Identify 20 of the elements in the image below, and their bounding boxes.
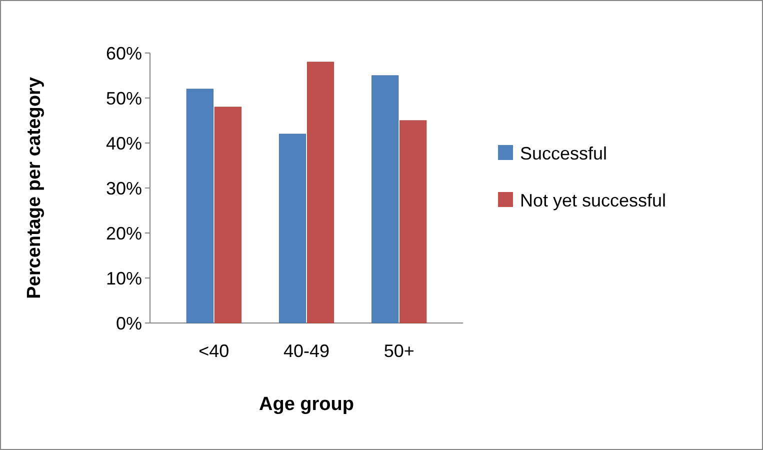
bar (306, 62, 334, 324)
bar (278, 134, 306, 324)
legend-label: Not yet successful (520, 190, 666, 210)
bar (186, 88, 214, 324)
bar (400, 120, 427, 324)
x-axis-title: Age group (259, 394, 354, 415)
y-tick-label: 0% (116, 313, 142, 334)
y-tick-label: 60% (106, 43, 142, 64)
legend-label: Successful (520, 143, 608, 164)
y-axis-title: Percentage per category (24, 76, 45, 299)
x-tick-label: 40-49 (283, 341, 330, 361)
bar (214, 106, 242, 324)
y-tick-label: 10% (106, 268, 142, 288)
y-tick-label: 20% (106, 223, 142, 244)
y-tick-label: 40% (106, 133, 142, 154)
x-tick-label: <40 (198, 341, 230, 361)
y-tick-label: 50% (106, 88, 142, 108)
y-tick-label: 30% (106, 178, 142, 198)
x-tick-label: 50+ (384, 341, 414, 361)
bar (372, 75, 399, 324)
